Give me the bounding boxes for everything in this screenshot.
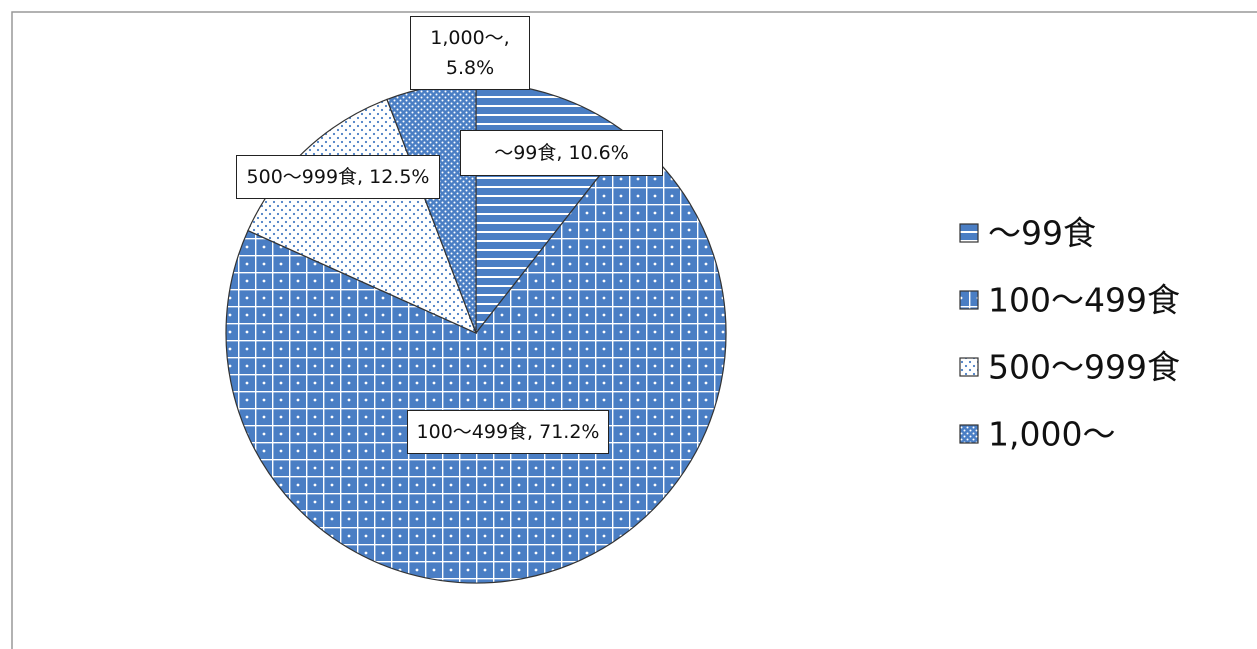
data-label: 500～999食, 12.5% bbox=[236, 155, 440, 199]
legend-swatch bbox=[959, 424, 979, 444]
data-label: 1,000～, 5.8% bbox=[410, 16, 530, 90]
data-label: 100～499食, 71.2% bbox=[407, 410, 609, 454]
legend-label: 100～499食 bbox=[988, 281, 1180, 320]
legend-label: 1,000～ bbox=[988, 415, 1115, 454]
legend-label: ～99食 bbox=[988, 214, 1096, 253]
legend-label: 500～999食 bbox=[988, 348, 1180, 387]
legend-swatch bbox=[959, 223, 979, 243]
legend-swatch bbox=[959, 290, 979, 310]
data-label: ～99食, 10.6% bbox=[460, 130, 663, 176]
chart-frame bbox=[11, 11, 1257, 649]
pie-slice bbox=[225, 135, 727, 584]
legend-swatch bbox=[959, 357, 979, 377]
